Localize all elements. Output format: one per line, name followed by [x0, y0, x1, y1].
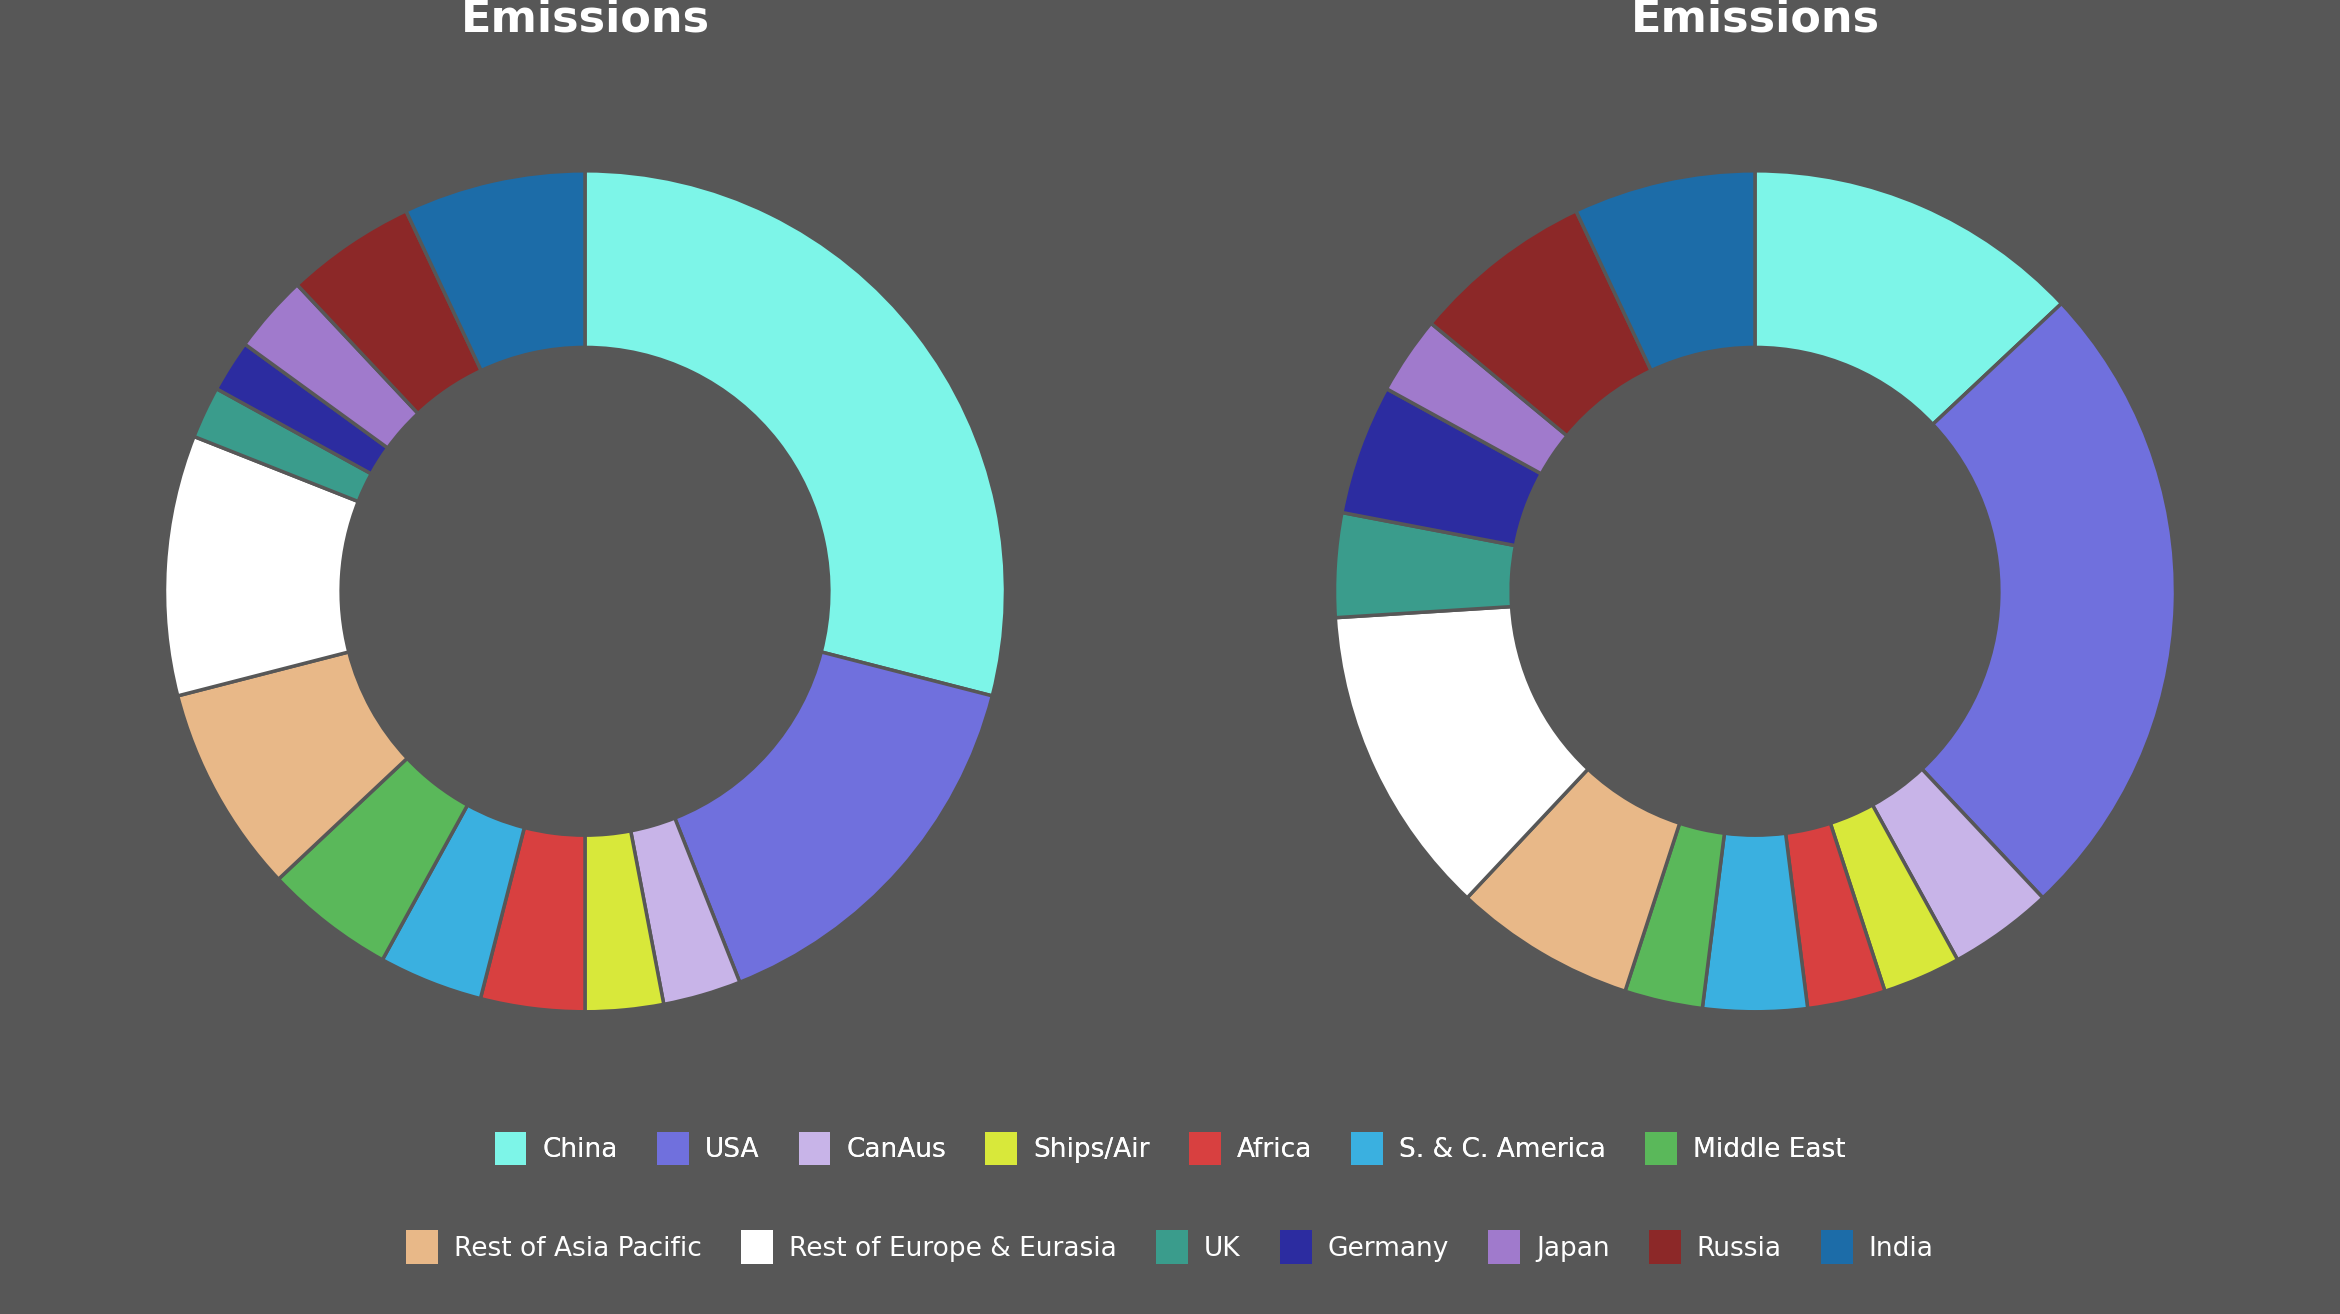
Wedge shape	[1388, 323, 1568, 474]
Wedge shape	[278, 758, 468, 959]
Wedge shape	[1624, 824, 1725, 1008]
Wedge shape	[1785, 824, 1886, 1008]
Circle shape	[342, 347, 828, 836]
Wedge shape	[178, 652, 407, 879]
Legend: Rest of Asia Pacific, Rest of Europe & Eurasia, UK, Germany, Japan, Russia, Indi: Rest of Asia Pacific, Rest of Europe & E…	[395, 1219, 1945, 1275]
Wedge shape	[585, 830, 665, 1012]
Wedge shape	[1701, 833, 1809, 1012]
Wedge shape	[480, 828, 585, 1012]
Wedge shape	[1830, 805, 1959, 991]
Wedge shape	[585, 171, 1006, 696]
Wedge shape	[632, 819, 739, 1004]
Wedge shape	[674, 652, 992, 983]
Circle shape	[1512, 347, 1998, 836]
Wedge shape	[194, 389, 372, 502]
Wedge shape	[1575, 171, 1755, 371]
Wedge shape	[297, 210, 482, 414]
Wedge shape	[1467, 769, 1680, 991]
Title: 1751-2018 Cumulative
Emissions: 1751-2018 Cumulative Emissions	[1472, 0, 2038, 41]
Wedge shape	[246, 285, 419, 448]
Wedge shape	[1341, 389, 1542, 545]
Title: 2018 Annual
Emissions: 2018 Annual Emissions	[428, 0, 742, 41]
Wedge shape	[405, 171, 585, 371]
Wedge shape	[164, 436, 358, 696]
Wedge shape	[1334, 512, 1516, 618]
Wedge shape	[1921, 304, 2176, 897]
Wedge shape	[1336, 607, 1589, 897]
Wedge shape	[1432, 210, 1652, 436]
Wedge shape	[1872, 769, 2043, 959]
Legend: China, USA, CanAus, Ships/Air, Africa, S. & C. America, Middle East: China, USA, CanAus, Ships/Air, Africa, S…	[484, 1121, 1856, 1176]
Wedge shape	[381, 805, 524, 999]
Wedge shape	[218, 344, 388, 474]
Wedge shape	[1755, 171, 2062, 424]
